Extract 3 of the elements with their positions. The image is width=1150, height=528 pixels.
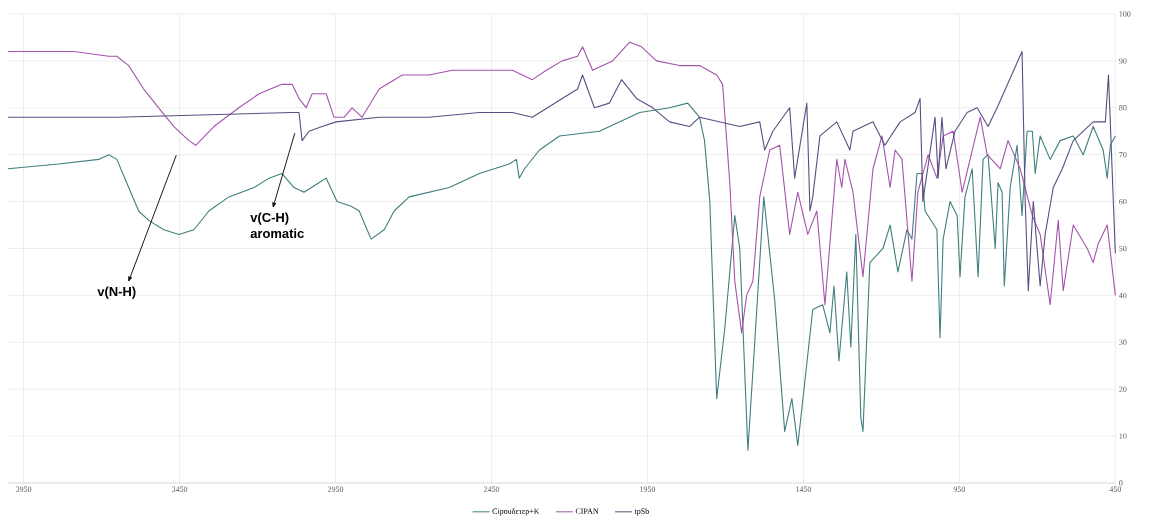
line-series: [7, 102, 1116, 451]
annotation: v(N-H): [97, 286, 136, 299]
annotation: v(C-H) aromatic: [250, 212, 304, 239]
